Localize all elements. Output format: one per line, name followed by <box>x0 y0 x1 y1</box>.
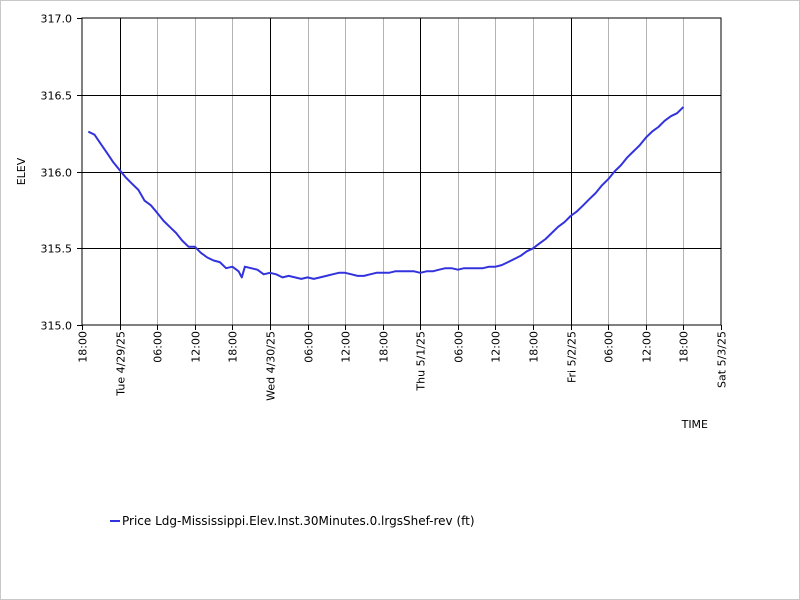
series-line <box>87 106 685 280</box>
x-tick-label: 12:00 <box>490 331 503 363</box>
x-axis-ticks: 18:00 Tue 4/29/25 06:00 12:00 18:00 Wed 4/30/… <box>77 325 729 401</box>
x-tick-label: 06:00 <box>152 331 165 363</box>
x-tick-label: 18:00 <box>678 331 691 363</box>
x-tick-label: 12:00 <box>641 331 654 363</box>
legend-label: Price Ldg-Mississippi.Elev.Inst.30Minute… <box>122 514 475 528</box>
y-tick-label: 315.0 <box>41 320 73 333</box>
y-axis-title: ELEV <box>15 157 28 185</box>
x-tick-label: Wed 4/30/25 <box>265 331 278 401</box>
y-tick-label: 315.5 <box>41 243 73 256</box>
y-axis-ticks: 317.0 316.5 316.0 315.5 315.0 <box>41 13 82 333</box>
x-tick-label: Tue 4/29/25 <box>115 331 128 397</box>
x-tick-label: Fri 5/2/25 <box>566 331 579 383</box>
y-tick-label: 316.0 <box>41 167 73 180</box>
legend: Price Ldg-Mississippi.Elev.Inst.30Minute… <box>110 514 475 528</box>
x-tick-label: Sat 5/3/25 <box>716 331 729 388</box>
y-tick-label: 316.5 <box>41 90 73 103</box>
x-tick-label: 18:00 <box>77 331 90 363</box>
plot-area <box>81 17 722 326</box>
x-tick-label: 12:00 <box>340 331 353 363</box>
x-tick-label: 12:00 <box>190 331 203 363</box>
x-tick-label: Thu 5/1/25 <box>415 331 428 392</box>
x-tick-label: 18:00 <box>528 331 541 363</box>
x-tick-label: 18:00 <box>227 331 240 363</box>
x-tick-label: 18:00 <box>378 331 391 363</box>
series-group <box>87 106 685 280</box>
x-tick-label: 06:00 <box>603 331 616 363</box>
x-axis-title: TIME <box>681 418 708 431</box>
x-tick-label: 06:00 <box>453 331 466 363</box>
x-tick-label: 06:00 <box>303 331 316 363</box>
major-gridlines <box>82 18 721 325</box>
minor-gridlines <box>157 18 684 325</box>
y-tick-label: 317.0 <box>41 13 73 26</box>
